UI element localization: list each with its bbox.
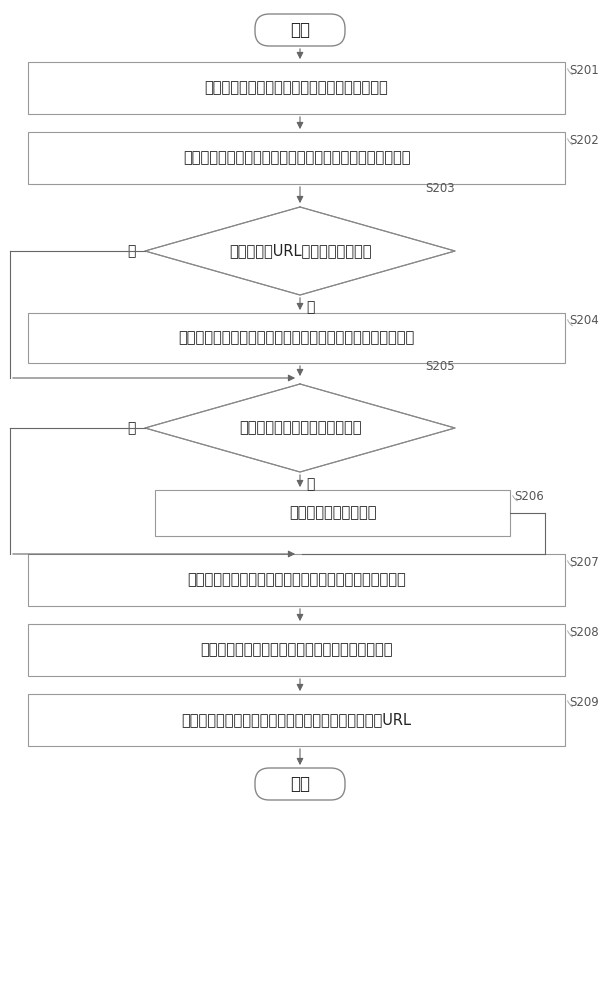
Bar	[28, 694, 565, 746]
FancyBboxPatch shape	[255, 14, 345, 46]
Text: 进入下载线程等待序列: 进入下载线程等待序列	[289, 506, 376, 520]
Text: 每个下载线程下载完成后，更新该下载线程的状态: 每个下载线程下载完成后，更新该下载线程的状态	[200, 643, 393, 658]
Text: S207: S207	[569, 556, 599, 568]
Text: 检测到该文件的所有线程下载结束后，删除该文件的URL: 检测到该文件的所有线程下载结束后，删除该文件的URL	[182, 712, 411, 728]
Text: 接收用户在应用程序中触发的对文件的下载请求: 接收用户在应用程序中触发的对文件的下载请求	[204, 81, 389, 96]
Text: S206: S206	[514, 489, 544, 502]
Bar	[28, 132, 565, 184]
Text: S204: S204	[569, 314, 599, 328]
Text: 开始: 开始	[290, 21, 310, 39]
Bar	[28, 624, 565, 676]
Text: S205: S205	[425, 360, 454, 372]
Polygon shape	[145, 207, 455, 295]
Text: 将文件的每个下载线程分配给空闲线程，并进行并行下载: 将文件的每个下载线程分配给空闲线程，并进行并行下载	[187, 572, 406, 587]
Bar	[28, 554, 565, 606]
Text: 判断线程池中是否存在空闲线程: 判断线程池中是否存在空闲线程	[239, 420, 361, 436]
Text: 是: 是	[306, 300, 314, 314]
Text: 判断文件的URL是否在下载列表中: 判断文件的URL是否在下载列表中	[229, 243, 371, 258]
Text: S201: S201	[569, 64, 599, 77]
Text: S208: S208	[569, 626, 599, 639]
Text: S202: S202	[569, 133, 599, 146]
Bar	[28, 62, 565, 114]
FancyBboxPatch shape	[255, 768, 345, 800]
Text: 是: 是	[127, 421, 135, 435]
Bar	[28, 313, 565, 363]
Bar	[155, 490, 510, 536]
Polygon shape	[145, 384, 455, 472]
Text: 获取文件的长度并计算文件的每个下载线程的下载起止位置: 获取文件的长度并计算文件的每个下载线程的下载起止位置	[183, 150, 410, 165]
Text: 将每个下载线程的下载起止位置加上各线程已下载的数据长度: 将每个下载线程的下载起止位置加上各线程已下载的数据长度	[179, 330, 414, 346]
Text: 否: 否	[127, 244, 135, 258]
Text: 否: 否	[306, 477, 314, 491]
Text: S203: S203	[425, 182, 454, 196]
Text: 结束: 结束	[290, 775, 310, 793]
Text: S209: S209	[569, 696, 599, 708]
